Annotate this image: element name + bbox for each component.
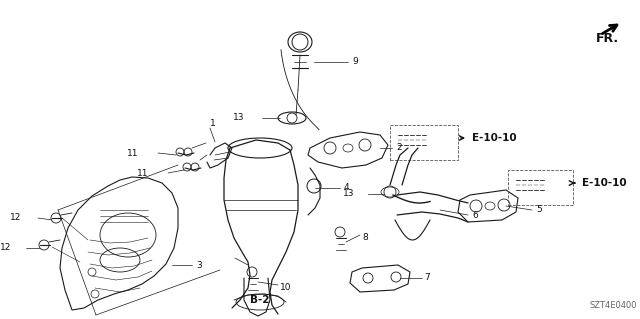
Text: 6: 6 [472,211,477,219]
Bar [390,125,458,160]
Text: 3: 3 [196,261,202,270]
Text: SZT4E0400: SZT4E0400 [590,300,637,309]
Bar [508,170,573,205]
Text: 13: 13 [232,114,244,122]
Text: 11: 11 [136,168,148,177]
Text: E-10-10: E-10-10 [582,178,627,188]
Text: 8: 8 [362,234,368,242]
Text: 10: 10 [280,284,291,293]
Text: 9: 9 [352,57,358,66]
Text: 13: 13 [342,189,354,198]
Text: 12: 12 [10,213,21,222]
Text: B-2: B-2 [250,295,269,305]
Text: 1: 1 [210,118,216,128]
Text: 11: 11 [127,149,138,158]
Text: 5: 5 [536,205,541,214]
Text: 2: 2 [396,144,402,152]
Text: 12: 12 [0,243,12,253]
Text: 4: 4 [344,183,349,192]
Text: 7: 7 [424,273,429,283]
Text: FR.: FR. [596,32,619,44]
Text: E-10-10: E-10-10 [472,133,516,143]
